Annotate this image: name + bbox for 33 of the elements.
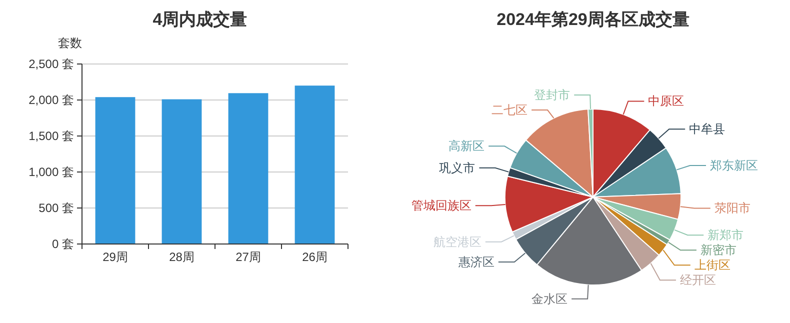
x-tick-label: 29周 <box>102 250 128 264</box>
slice-label: 新郑市 <box>708 228 744 242</box>
slice-label: 高新区 <box>448 139 485 154</box>
slice-label: 郑东新区 <box>710 158 758 172</box>
slice-label: 登封市 <box>534 88 570 102</box>
chart-title: 4周内成交量 <box>152 10 248 29</box>
bar <box>228 93 268 244</box>
x-tick-label: 28周 <box>169 250 194 264</box>
slice-label: 管城回族区 <box>411 198 472 213</box>
x-tick-label: 26周 <box>302 250 328 264</box>
slice-label: 经开区 <box>680 273 716 288</box>
y-tick-label: 1,000 套 <box>28 165 74 179</box>
y-tick-label: 0 套 <box>52 237 74 251</box>
slice-label: 新密市 <box>700 243 736 258</box>
y-tick-label: 2,500 套 <box>28 57 74 71</box>
slice-label: 中牟县 <box>689 122 726 136</box>
y-tick-label: 2,000 套 <box>28 93 74 107</box>
bar <box>162 99 202 244</box>
y-tick-label: 500 套 <box>38 201 74 215</box>
slice-label: 二七区 <box>492 103 528 118</box>
slice-label: 金水区 <box>532 292 568 306</box>
slice-label: 巩义市 <box>439 160 476 175</box>
x-tick-label: 27周 <box>236 250 261 264</box>
chart-title: 2024年第29周各区成交量 <box>496 10 690 29</box>
bar <box>294 86 335 244</box>
slice-label: 航空港区 <box>433 234 482 249</box>
y-tick-label: 1,500 套 <box>28 129 74 143</box>
slice-label: 荥阳市 <box>714 201 750 216</box>
y-axis-title: 套数 <box>58 36 82 50</box>
slice-label: 上街区 <box>694 258 730 272</box>
bar <box>95 97 136 244</box>
slice-label: 中原区 <box>648 94 684 108</box>
slice-label: 惠济区 <box>457 255 494 270</box>
